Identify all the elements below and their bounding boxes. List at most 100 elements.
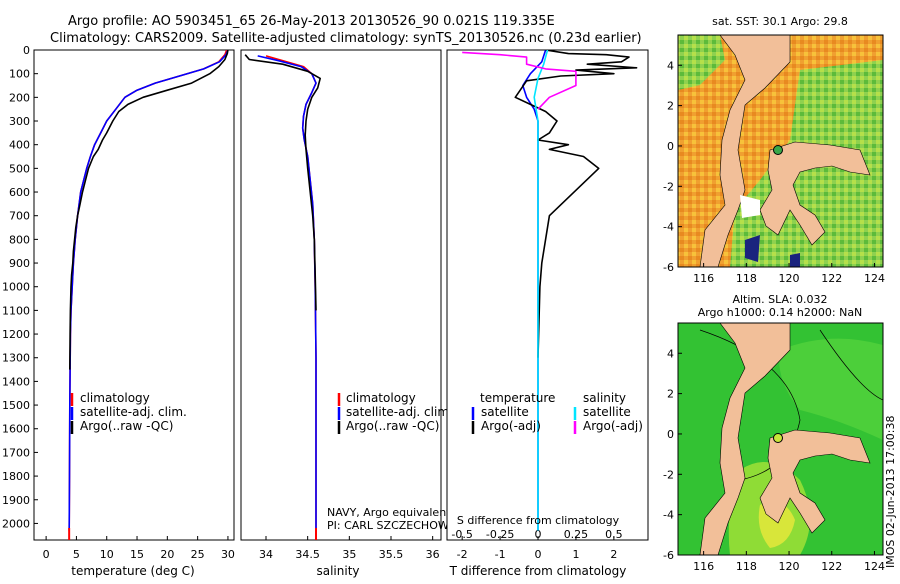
salinity-x-tick-label: 34.5	[295, 548, 320, 561]
salinity-xlabel: salinity	[316, 564, 359, 578]
sst-map-field	[678, 35, 883, 267]
salinity-x-tick-label: 36	[426, 548, 440, 561]
depth-axis: 0 100 200 300 400 500 600 700 800 900 1000 1100 1200…	[2, 44, 450, 530]
legend-title-salinity: salinity	[583, 391, 626, 405]
map-lon-label: 124	[864, 272, 885, 285]
map-lat-label: 2	[667, 100, 674, 113]
sla-field-higher	[779, 338, 883, 440]
sla-map-field	[678, 323, 883, 555]
difference-x-axis: -2 -1 0 1 2 -0.5 -0.25 0 0.25 0.5	[451, 528, 622, 561]
salinity-x-tick-label: 34	[259, 548, 273, 561]
salinity-x-tick-label: 35	[342, 548, 356, 561]
sst-map-axes: 116 118 120 122 124 4 2 0 -2 -4 -6	[663, 59, 885, 285]
map-lat-label: -4	[663, 509, 674, 522]
depth-tick-label: 200	[9, 91, 30, 104]
temperature-x-tick-label: 30	[221, 548, 235, 561]
legend-label-sal-satellite: satellite	[583, 405, 631, 419]
map-lat-label: -2	[663, 180, 674, 193]
temp-diff-x-tick-label: 2	[610, 548, 617, 561]
temperature-axes-box	[33, 49, 235, 541]
temp-diff-x-tick-label: 1	[572, 548, 579, 561]
depth-tick-label: 2000	[2, 517, 30, 530]
legend-label-climatology: climatology	[346, 391, 416, 405]
legend-label-argo: Argo(..raw -QC)	[346, 419, 439, 433]
legend-label-argo: Argo(..raw -QC)	[80, 419, 173, 433]
map-lat-label: 2	[667, 388, 674, 401]
map-lon-label: 116	[693, 272, 714, 285]
map-lon-label: 120	[779, 272, 800, 285]
sulawesi-land	[759, 429, 871, 534]
temp-diff-x-tick-label: 0	[535, 548, 542, 561]
temperature-xlabel: temperature (deg C)	[71, 564, 194, 578]
depth-tick-label: 1000	[2, 281, 30, 294]
legend-label-satellite: satellite-adj. clim.	[80, 405, 187, 419]
depth-tick-label: 1500	[2, 399, 30, 412]
imos-timestamp: IMOS 02-Jun-2013 17:00:38	[884, 415, 897, 568]
temperature-x-tick-label: 10	[100, 548, 114, 561]
sla-map-axes: 116 118 120 122 124 4 2 0 -2 -4 -6	[663, 347, 885, 573]
depth-tick-label: 400	[9, 139, 30, 152]
series-line-temperature-argo-adj-	[514, 50, 638, 358]
temperature-x-axis: 0 5 10 15 20 25 30	[43, 536, 235, 561]
salinity-x-axis: 34 34.5 35 35.5 36	[259, 536, 440, 561]
map-lon-label: 122	[821, 560, 842, 573]
legend-label-climatology: climatology	[80, 391, 150, 405]
sst-float-marker	[773, 145, 783, 155]
sla-contour-2	[819, 329, 883, 401]
sla-float-marker	[773, 433, 783, 443]
sal-diff-tick-label: -0.5	[451, 528, 472, 541]
map-lat-label: 0	[667, 428, 674, 441]
temperature-x-tick-label: 25	[191, 548, 205, 561]
figure-title-line2: Climatology: CARS2009. Satellite-adjuste…	[50, 31, 642, 46]
temperature-x-tick-label: 0	[43, 548, 50, 561]
sla-map-frame	[677, 322, 884, 556]
map-lat-label: 4	[667, 347, 674, 360]
series-line-salinity-argo-adj-	[462, 51, 577, 110]
depth-tick-label: 1100	[2, 304, 30, 317]
sal-diff-tick-label: -0.25	[486, 528, 514, 541]
depth-tick-label: 1800	[2, 470, 30, 483]
depth-tick-label: 1600	[2, 423, 30, 436]
temp-diff-x-tick-label: -1	[495, 548, 506, 561]
legend-label-temp-satellite: satellite	[481, 405, 529, 419]
depth-tick-label: 800	[9, 233, 30, 246]
map-lon-label: 122	[821, 272, 842, 285]
depth-tick-label: 100	[9, 68, 30, 81]
series-line-argo-raw-qc-	[69, 50, 229, 370]
map-lat-label: 4	[667, 59, 674, 72]
depth-tick-label: 600	[9, 186, 30, 199]
depth-tick-label: 300	[9, 115, 30, 128]
temperature-series	[68, 50, 229, 540]
sal-diff-tick-label: 0.5	[605, 528, 623, 541]
borneo-land	[699, 35, 791, 267]
series-line-argo-raw-qc-	[244, 54, 322, 311]
salinity-diff-xlabel: S difference from climatology	[457, 514, 620, 527]
map-lon-label: 118	[736, 560, 757, 573]
map-lat-label: -6	[663, 549, 674, 562]
sal-diff-tick-label: 0.25	[564, 528, 589, 541]
temperature-legend: climatology satellite-adj. clim. Argo(..…	[70, 391, 187, 434]
temperature-x-tick-label: 5	[73, 548, 80, 561]
depth-tick-label: 500	[9, 162, 30, 175]
operator-annotation: NAVY, Argo equivalent	[327, 506, 451, 519]
sst-cold-patch-2	[790, 253, 800, 267]
sla-map-subtitle: Argo h1000: 0.14 h2000: NaN	[698, 306, 863, 319]
sulawesi-land	[759, 141, 871, 246]
sal-diff-tick-label: 0	[535, 528, 542, 541]
depth-tick-label: 1200	[2, 328, 30, 341]
temperature-diff-xlabel: T difference from climatology	[449, 564, 627, 578]
difference-series	[462, 50, 638, 531]
sst-map-title: sat. SST: 30.1 Argo: 29.8	[712, 15, 848, 28]
depth-tick-label: 700	[9, 210, 30, 223]
map-lon-label: 120	[779, 560, 800, 573]
sst-field-cool-patch	[678, 35, 725, 90]
temperature-x-tick-label: 20	[160, 548, 174, 561]
sla-map-title: Altim. SLA: 0.032	[732, 293, 827, 306]
depth-tick-label: 1300	[2, 352, 30, 365]
salinity-panel: 34 34.5 35 35.5 36 salinity climatology sate…	[240, 49, 466, 578]
salinity-axes-box	[240, 49, 442, 541]
legend-title-temperature: temperature	[480, 391, 555, 405]
sst-map-frame	[677, 34, 884, 268]
temperature-panel: 0100200300400500600700800900100011001200…	[2, 44, 450, 578]
